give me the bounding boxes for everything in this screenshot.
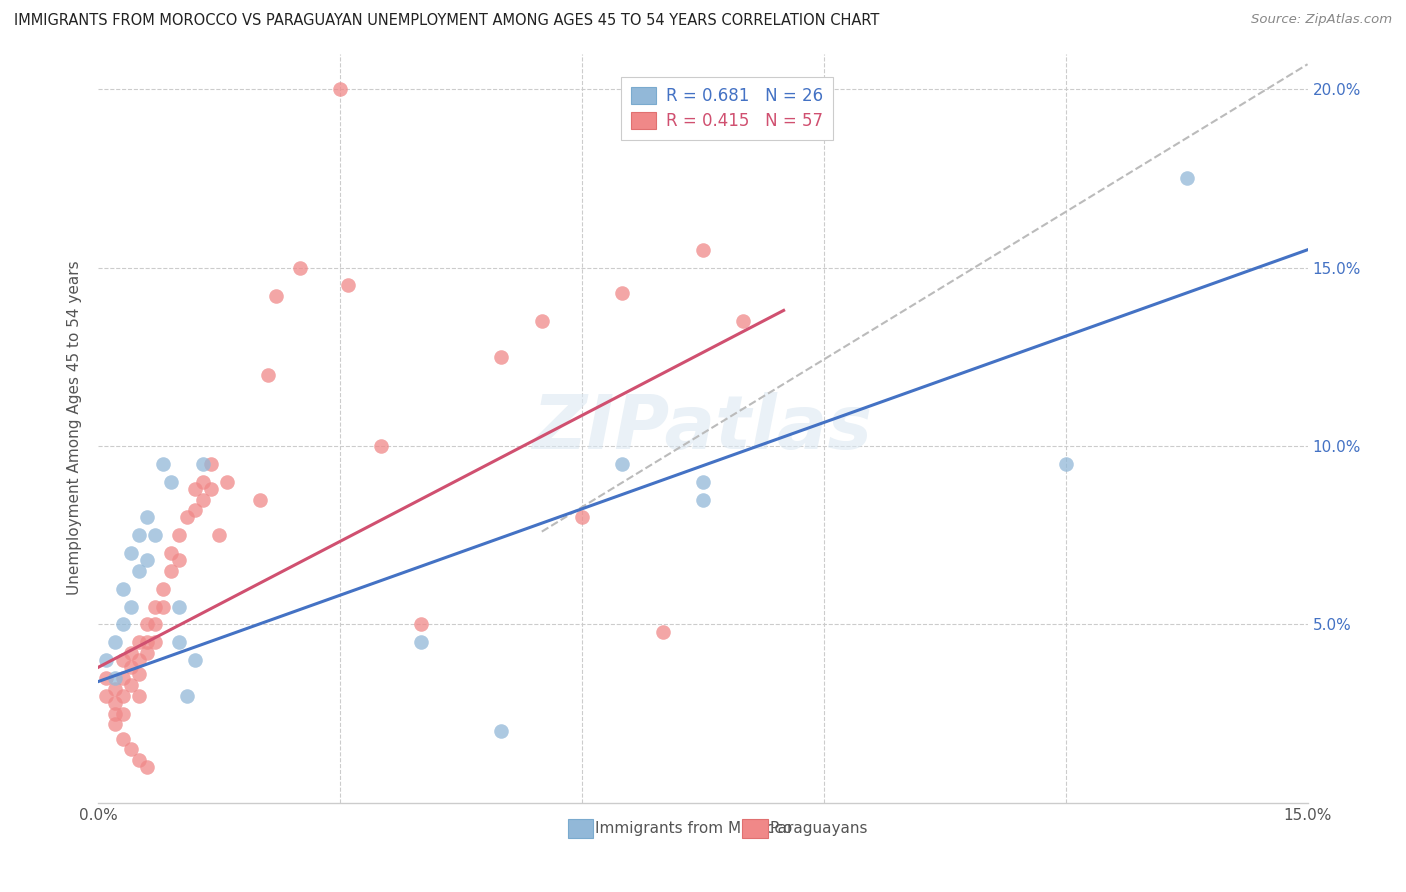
Point: [143, 528, 166, 542]
Point: [264, 289, 287, 303]
Point: [120, 646, 142, 660]
Point: [120, 546, 142, 560]
Point: [128, 564, 150, 578]
Point: [96, 671, 118, 685]
Point: [409, 635, 432, 649]
Legend: R = 0.681   N = 26, R = 0.415   N = 57: R = 0.681 N = 26, R = 0.415 N = 57: [621, 77, 834, 140]
Point: [208, 528, 231, 542]
Text: Immigrants from Morocco: Immigrants from Morocco: [595, 822, 793, 836]
Point: [128, 653, 150, 667]
Point: [135, 510, 157, 524]
Point: [1054, 457, 1077, 471]
Point: [135, 635, 157, 649]
Point: [193, 457, 215, 471]
Point: [176, 689, 198, 703]
Point: [409, 617, 432, 632]
Point: [143, 635, 166, 649]
Point: [692, 475, 714, 489]
Point: [530, 314, 553, 328]
Point: [184, 482, 207, 496]
Point: [143, 617, 166, 632]
Point: [128, 635, 150, 649]
Point: [152, 582, 174, 596]
Point: [612, 285, 634, 300]
Point: [135, 553, 157, 567]
Point: [128, 689, 150, 703]
Point: [103, 696, 125, 710]
Point: [200, 482, 222, 496]
Y-axis label: Unemployment Among Ages 45 to 54 years: Unemployment Among Ages 45 to 54 years: [67, 260, 83, 596]
Point: [249, 492, 271, 507]
Point: [120, 660, 142, 674]
Point: [120, 678, 142, 692]
Point: [160, 475, 183, 489]
Point: [103, 717, 125, 731]
Point: [128, 528, 150, 542]
Point: [96, 653, 118, 667]
Point: [120, 742, 142, 756]
Text: IMMIGRANTS FROM MOROCCO VS PARAGUAYAN UNEMPLOYMENT AMONG AGES 45 TO 54 YEARS COR: IMMIGRANTS FROM MOROCCO VS PARAGUAYAN UN…: [14, 13, 879, 29]
Point: [111, 706, 134, 721]
Point: [143, 599, 166, 614]
Point: [612, 457, 634, 471]
Point: [120, 599, 142, 614]
Point: [651, 624, 673, 639]
Point: [1175, 171, 1198, 186]
Point: [167, 635, 190, 649]
Point: [135, 760, 157, 774]
Point: [167, 528, 190, 542]
Point: [111, 731, 134, 746]
Point: [193, 475, 215, 489]
Point: [128, 667, 150, 681]
Point: [103, 671, 125, 685]
Point: [256, 368, 278, 382]
Point: [160, 546, 183, 560]
Point: [160, 564, 183, 578]
Point: [103, 635, 125, 649]
Point: [96, 689, 118, 703]
Text: ZIPatlas: ZIPatlas: [533, 392, 873, 465]
Point: [733, 314, 755, 328]
Point: [491, 724, 513, 739]
Point: [111, 689, 134, 703]
Point: [135, 646, 157, 660]
Text: Source: ZipAtlas.com: Source: ZipAtlas.com: [1251, 13, 1392, 27]
Point: [491, 350, 513, 364]
Text: Paraguayans: Paraguayans: [769, 822, 868, 836]
Point: [111, 582, 134, 596]
Point: [288, 260, 311, 275]
Point: [337, 278, 360, 293]
Point: [329, 82, 352, 96]
Point: [128, 753, 150, 767]
Point: [217, 475, 239, 489]
Point: [692, 492, 714, 507]
Point: [135, 617, 157, 632]
Point: [176, 510, 198, 524]
Point: [184, 503, 207, 517]
Point: [692, 243, 714, 257]
Point: [111, 671, 134, 685]
Point: [103, 681, 125, 696]
Point: [152, 457, 174, 471]
Point: [571, 510, 593, 524]
Point: [111, 617, 134, 632]
Point: [103, 706, 125, 721]
Point: [200, 457, 222, 471]
Point: [111, 653, 134, 667]
Point: [167, 599, 190, 614]
Point: [184, 653, 207, 667]
Point: [167, 553, 190, 567]
Point: [370, 439, 392, 453]
Point: [152, 599, 174, 614]
Point: [193, 492, 215, 507]
